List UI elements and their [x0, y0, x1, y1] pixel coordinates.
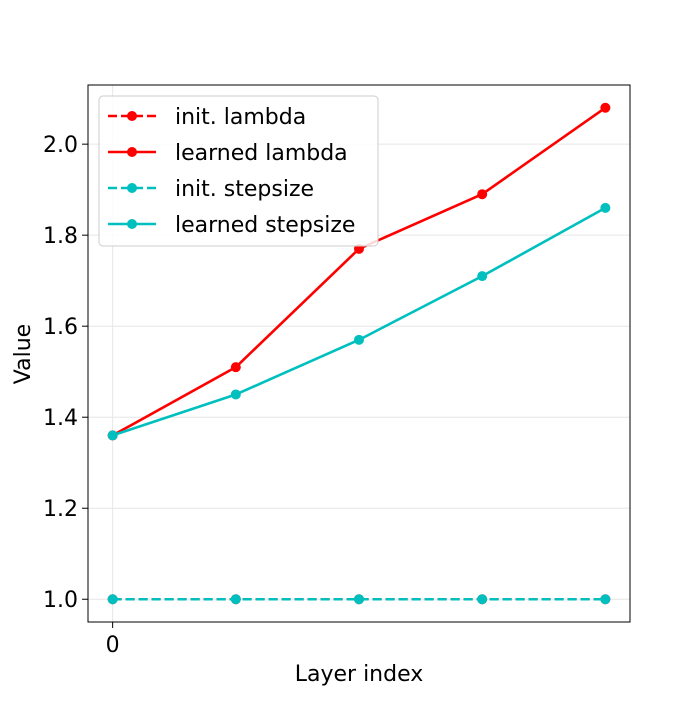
legend-item: learned lambda: [108, 141, 348, 166]
legend-box: [98, 95, 379, 247]
series-init-stepsize: [107, 594, 611, 605]
y-tick-label: 1.8: [43, 224, 78, 249]
data-point: [230, 594, 241, 605]
data-point: [600, 202, 611, 213]
legend: init. lambda learned lambda init. stepsize…: [98, 95, 379, 247]
y-tick-label: 1.2: [43, 497, 78, 522]
y-tick-label: 1.0: [43, 588, 78, 613]
series-learned-stepsize: [107, 202, 611, 441]
data-point: [600, 102, 611, 113]
data-point: [477, 271, 488, 282]
legend-marker: [127, 219, 137, 229]
data-point: [230, 362, 241, 373]
y-tick-label: 2.0: [43, 133, 78, 158]
legend-marker: [127, 147, 137, 157]
y-tick-label: 1.6: [43, 315, 78, 340]
data-point: [107, 430, 118, 441]
data-point: [230, 389, 241, 400]
legend-label: init. lambda: [175, 105, 306, 130]
x-axis-label: Layer index: [295, 662, 424, 687]
plot-frame: [87, 84, 631, 623]
legend-item: init. stepsize: [108, 177, 314, 202]
legend-marker: [127, 111, 137, 121]
legend-item: init. lambda: [108, 105, 306, 130]
data-point: [477, 189, 488, 200]
y-axis: 1.0 1.2 1.4 1.6 1.8 2.0: [43, 133, 88, 613]
legend-item: learned stepsize: [108, 213, 355, 238]
legend-label: learned lambda: [175, 141, 348, 166]
y-tick-label: 1.4: [43, 406, 78, 431]
data-point: [600, 594, 611, 605]
data-point: [354, 334, 364, 345]
x-tick-label: 0: [106, 633, 120, 658]
legend-marker: [127, 183, 137, 193]
y-axis-label: Value: [11, 324, 36, 384]
legend-label: learned stepsize: [175, 213, 355, 238]
data-point: [477, 594, 488, 605]
x-axis: 0: [106, 622, 120, 658]
data-point: [107, 594, 118, 605]
data-point: [354, 594, 364, 605]
legend-label: init. stepsize: [175, 177, 314, 202]
series-layer: [107, 102, 611, 605]
